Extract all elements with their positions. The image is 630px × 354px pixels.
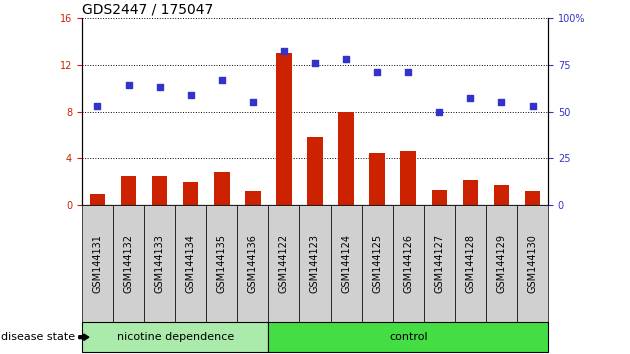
Text: GSM144132: GSM144132 bbox=[123, 234, 134, 293]
Point bbox=[248, 99, 258, 105]
Point bbox=[341, 56, 351, 62]
Text: GSM144127: GSM144127 bbox=[434, 234, 444, 293]
Point bbox=[217, 77, 227, 82]
Bar bbox=[276, 53, 292, 205]
Text: GSM144136: GSM144136 bbox=[248, 234, 258, 293]
Text: GSM144123: GSM144123 bbox=[310, 234, 320, 293]
Bar bbox=[152, 176, 168, 205]
Point bbox=[403, 69, 413, 75]
Text: control: control bbox=[389, 332, 428, 342]
Text: disease state: disease state bbox=[1, 332, 76, 342]
Point bbox=[372, 69, 382, 75]
Bar bbox=[494, 185, 509, 205]
Text: GSM144126: GSM144126 bbox=[403, 234, 413, 293]
Point bbox=[279, 48, 289, 54]
Text: GSM144134: GSM144134 bbox=[186, 234, 196, 293]
Point bbox=[123, 82, 134, 88]
Bar bbox=[307, 137, 323, 205]
Text: nicotine dependence: nicotine dependence bbox=[117, 332, 234, 342]
Text: GSM144133: GSM144133 bbox=[154, 234, 164, 293]
Bar bbox=[462, 179, 478, 205]
Bar bbox=[245, 191, 261, 205]
Point bbox=[496, 99, 507, 105]
Bar bbox=[338, 112, 354, 205]
Point bbox=[527, 103, 537, 109]
Bar bbox=[183, 182, 198, 205]
Bar bbox=[401, 152, 416, 205]
Text: GSM144122: GSM144122 bbox=[279, 234, 289, 293]
Bar bbox=[89, 194, 105, 205]
Point bbox=[186, 92, 196, 97]
Bar bbox=[214, 172, 229, 205]
Text: GDS2447 / 175047: GDS2447 / 175047 bbox=[82, 2, 213, 17]
Text: GSM144129: GSM144129 bbox=[496, 234, 507, 293]
Point bbox=[434, 109, 444, 114]
Bar bbox=[121, 176, 136, 205]
Point bbox=[154, 84, 164, 90]
Point bbox=[310, 60, 320, 65]
Text: GSM144128: GSM144128 bbox=[466, 234, 476, 293]
Text: GSM144131: GSM144131 bbox=[93, 234, 103, 293]
Point bbox=[93, 103, 103, 109]
Text: GSM144124: GSM144124 bbox=[341, 234, 351, 293]
Bar bbox=[432, 190, 447, 205]
Bar bbox=[369, 153, 385, 205]
Point bbox=[466, 96, 476, 101]
Text: GSM144130: GSM144130 bbox=[527, 234, 537, 293]
Text: GSM144125: GSM144125 bbox=[372, 234, 382, 293]
Text: GSM144135: GSM144135 bbox=[217, 234, 227, 293]
Bar bbox=[525, 191, 541, 205]
